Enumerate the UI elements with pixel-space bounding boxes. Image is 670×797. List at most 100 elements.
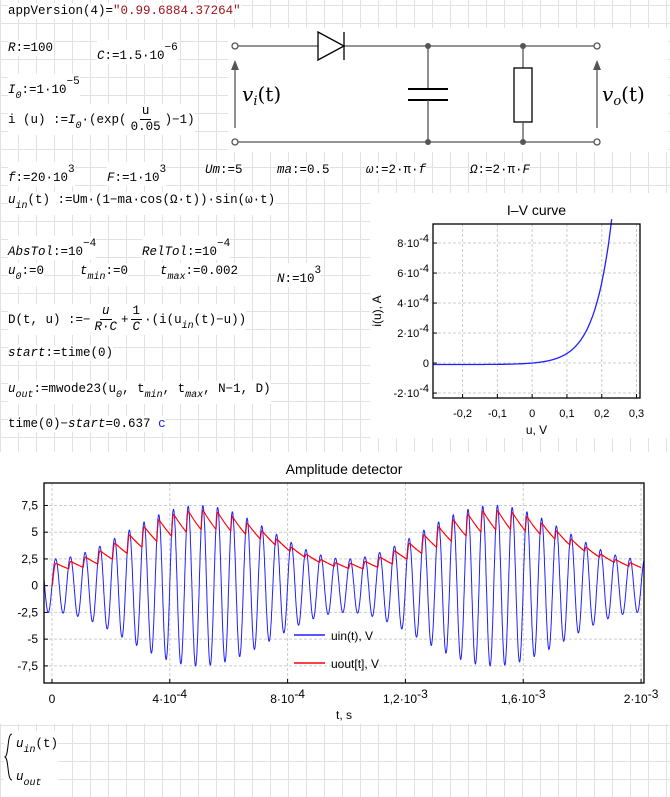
var-name: u	[16, 770, 24, 784]
iv-curve-chart[interactable]: I–V curve u, V -0,2 -0,1 0 0,1 0,2 0,3 -2·10-4 0 2…	[370, 193, 670, 438]
i0-definition[interactable]: I0:=1·10−5	[8, 74, 80, 105]
plot-border	[43, 482, 645, 684]
exponent: −4	[83, 238, 97, 250]
ma-definition[interactable]: ma:=0.5	[277, 162, 330, 178]
unit: c	[158, 417, 166, 431]
u0-definition[interactable]: u0:=0	[8, 263, 45, 286]
uout-definition[interactable]: uout:=mwode23(u0, tmin, tmax, N−1, D)	[8, 381, 271, 404]
amplitude-detector-chart[interactable]: Amplitude detector t, s 0 4·10-4 8·10-4 1,2·1…	[0, 452, 670, 724]
subscript: 0	[15, 91, 22, 102]
c-definition[interactable]: C:=1.5·10−6	[97, 40, 178, 64]
y-tick-label: 0	[31, 579, 38, 593]
subscript: 0	[75, 120, 82, 132]
x-tick-label: 2·10-3	[624, 687, 659, 706]
subscript: max	[167, 272, 186, 283]
denominator: 0.05	[130, 120, 161, 134]
var-name: Um	[205, 163, 221, 177]
subscript: in	[181, 320, 194, 332]
diode-icon	[317, 30, 346, 62]
x-tick-label: 0,2	[594, 408, 609, 420]
exponent: −6	[164, 42, 178, 54]
abstol-definition[interactable]: AbsTol:=10−4	[8, 236, 97, 260]
numerator: u	[139, 104, 152, 120]
circuit-diagram: vi(t) vo(t)	[228, 28, 668, 152]
legend-label: uout[t], V	[331, 657, 379, 671]
y-tick-label: 6·10-4	[397, 263, 429, 280]
var-value: :=10	[187, 245, 218, 259]
y-tick-label: -2·10-4	[394, 383, 429, 400]
subscript: out	[15, 390, 34, 401]
plot-area	[44, 483, 644, 683]
version-string: "0.99.6884.37264"	[113, 4, 241, 18]
y-tick-label: 2·10-4	[397, 323, 429, 340]
var-ref: F	[522, 163, 531, 177]
var-value: :=0	[21, 264, 45, 278]
omega-definition[interactable]: ω:=2·π·f	[366, 162, 427, 178]
n-definition[interactable]: N:=103	[277, 263, 322, 287]
tmax-definition[interactable]: tmax:=0.002	[160, 263, 239, 286]
denominator: R·C	[94, 320, 118, 334]
plus: +	[121, 312, 129, 327]
y-tick-label: 0	[423, 358, 429, 370]
node-dot	[520, 43, 526, 49]
start-definition[interactable]: start:=time(0)	[8, 345, 114, 361]
y-tick-label: 2,5	[21, 552, 38, 566]
expr-part: , t	[162, 382, 186, 396]
x-tick-label: -0,2	[453, 408, 472, 420]
x-axis-label: u, V	[526, 423, 547, 437]
uin-definition[interactable]: uin(t) :=Um·(1−ma·cos(Ω·t))·sin(ω·t)	[8, 192, 276, 215]
var-name: AbsTol	[8, 245, 54, 259]
var-value: :=1·10	[114, 171, 160, 185]
uout-series-line	[51, 510, 642, 587]
elapsed-time-expr[interactable]: time(0)−start=0.637 c	[8, 416, 166, 432]
y-axis-label: i(u), A	[370, 295, 384, 326]
var-name: F	[107, 171, 115, 185]
var-value: :=100	[15, 41, 54, 55]
um-definition[interactable]: Um:=5	[205, 162, 243, 178]
chart-title: I–V curve	[507, 202, 566, 218]
d-definition[interactable]: D(t, u) :=− u R·C +1 C ·(i(uin(t)−u))	[8, 304, 247, 335]
var-name: u	[8, 382, 16, 396]
tmin-definition[interactable]: tmin:=0	[80, 263, 129, 286]
subscript: in	[15, 201, 28, 212]
exponent: 3	[159, 164, 167, 176]
F-definition[interactable]: F:=1·103	[107, 162, 167, 186]
var-value: :=0.5	[292, 163, 330, 177]
var-name: N	[277, 272, 285, 286]
iv-curve-line	[433, 219, 613, 366]
var-value: :=10	[53, 245, 84, 259]
fraction-1: u R·C	[93, 304, 120, 335]
var-value: :=1.5·10	[104, 49, 165, 63]
y-tick-label: 8·10-4	[397, 233, 429, 250]
terminal-icon	[231, 42, 239, 50]
var-name: start	[8, 346, 46, 360]
r-definition[interactable]: R:=100	[8, 40, 54, 56]
uin-series-line	[43, 504, 645, 667]
var-name: t	[160, 264, 168, 278]
expr-body: :=mwode23(u	[33, 382, 117, 396]
expr-tail: (t)−u))	[193, 312, 247, 327]
x-tick-label: 0	[49, 692, 56, 706]
y-tick-label: 7,5	[21, 498, 38, 512]
var-name: C	[97, 49, 105, 63]
vector-uin-uout[interactable]: uin(t) uout	[4, 731, 59, 797]
app-version-expr[interactable]: appVersion(4)="0.99.6884.37264"	[8, 3, 241, 19]
var-name: R	[8, 41, 16, 55]
reltol-definition[interactable]: RelTol:=10−4	[142, 236, 231, 260]
x-axis-label: t, s	[336, 708, 352, 722]
var-name: RelTol	[142, 245, 188, 259]
var-name: t	[80, 264, 88, 278]
y-tick-label: -2,5	[17, 605, 38, 619]
exponent: −5	[66, 76, 80, 88]
diode-current-definition[interactable]: i (u) :=I0·(exp(u 0.05)−1)	[8, 104, 195, 135]
plot-area	[433, 224, 640, 398]
var-name: Ω	[470, 163, 478, 177]
var-name: u	[16, 737, 24, 751]
func-name: appVersion	[8, 4, 84, 18]
numerator: u	[100, 304, 112, 320]
x-tick-label: 8·10-4	[270, 687, 305, 706]
x-tick-label: 0	[529, 408, 535, 420]
x-tick-label: 0,3	[629, 408, 644, 420]
f-definition[interactable]: f:=20·103	[8, 162, 75, 186]
big-omega-definition[interactable]: Ω:=2·π·F	[470, 162, 531, 178]
